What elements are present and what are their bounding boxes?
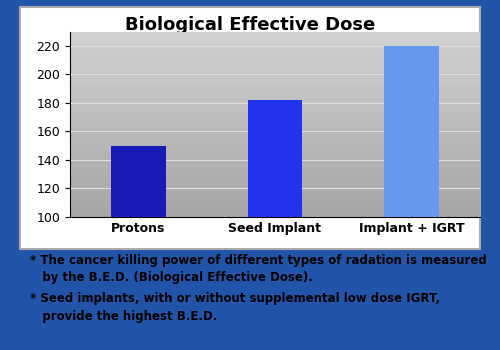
Bar [384,46,439,217]
Bar [248,100,302,217]
Text: provide the highest B.E.D.: provide the highest B.E.D. [30,310,218,323]
Text: by the B.E.D. (Biological Effective Dose).: by the B.E.D. (Biological Effective Dose… [30,271,313,284]
Text: Biological Effective Dose: Biological Effective Dose [125,16,375,34]
FancyBboxPatch shape [20,7,480,248]
Text: * The cancer killing power of different types of radation is measured: * The cancer killing power of different … [30,254,487,267]
Text: * Seed implants, with or without supplemental low dose IGRT,: * Seed implants, with or without supplem… [30,292,440,305]
Bar [111,146,166,217]
